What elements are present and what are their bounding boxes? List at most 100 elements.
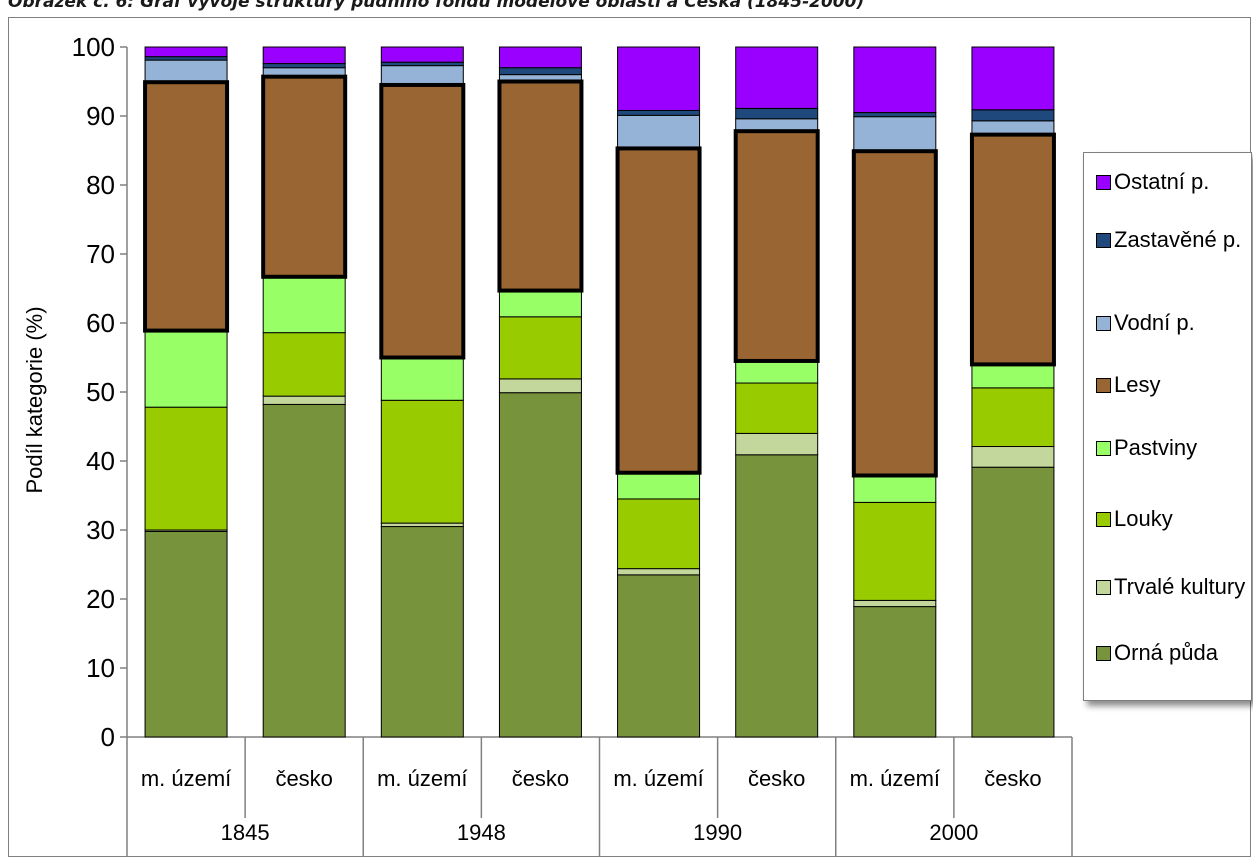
bar-segment-trvalé-kultury — [735, 432, 819, 456]
y-tick-label: 60 — [86, 308, 115, 338]
legend-label: Zastavěné p. — [1114, 227, 1242, 252]
bar-segment-ostatní-p- — [617, 46, 701, 111]
bar-segment-lesy — [144, 81, 228, 332]
legend-item: Orná půda — [1096, 640, 1253, 665]
legend-item: Lesy — [1096, 372, 1253, 397]
bar-segment-pastviny — [735, 360, 819, 384]
bar-segment-trvalé-kultury — [853, 599, 937, 608]
bar-segment-pastviny — [617, 472, 701, 500]
y-axis-label: Podíl kategorie (%) — [22, 306, 47, 493]
bar-segment-zastavěné-p- — [380, 61, 464, 67]
legend-swatch — [1096, 233, 1111, 248]
legend-swatch — [1096, 316, 1111, 331]
bar-segment-ostatní-p- — [498, 46, 582, 69]
bar-segment-lesy — [262, 76, 346, 278]
bar-segment-orná-půda — [498, 392, 582, 738]
x-category-label: česko — [748, 766, 805, 791]
x-group-label: 1845 — [221, 820, 270, 845]
legend-swatch — [1096, 512, 1111, 527]
legend-swatch — [1096, 175, 1111, 190]
bar-segment-ostatní-p- — [380, 46, 464, 63]
bar-segment-zastavěné-p- — [262, 63, 346, 69]
x-category-label: česko — [512, 766, 569, 791]
bar-segment-louky — [498, 316, 582, 380]
legend-swatch — [1096, 378, 1111, 393]
bar-segment-ostatní-p- — [971, 46, 1055, 111]
bar-segment-lesy — [971, 134, 1055, 365]
legend-item: Pastviny — [1096, 435, 1253, 460]
x-category-label: m. území — [613, 766, 703, 791]
legend-swatch — [1096, 580, 1111, 595]
figure-caption: Obrázek č. 6: Graf vývoje struktury půdn… — [8, 0, 865, 12]
legend-swatch — [1096, 646, 1111, 661]
bar-segment-vodní-p- — [971, 120, 1055, 136]
x-category-label: m. území — [377, 766, 467, 791]
lesy-outline — [497, 79, 584, 293]
lesy-outline — [733, 129, 820, 363]
y-tick-label: 90 — [86, 101, 115, 131]
bar-segment-trvalé-kultury — [380, 522, 464, 528]
y-tick-label: 70 — [86, 239, 115, 269]
bar-segment-louky — [735, 382, 819, 434]
bar-segment-louky — [853, 501, 937, 601]
bar-segment-vodní-p- — [144, 59, 228, 83]
bar-segment-lesy — [380, 84, 464, 358]
bar-segment-ostatní-p- — [144, 46, 228, 58]
bar-segment-pastviny — [144, 330, 228, 408]
lesy-outline — [969, 132, 1056, 367]
lesy-outline — [851, 149, 938, 478]
bars — [144, 46, 1055, 738]
bar-segment-orná-půda — [735, 454, 819, 738]
y-tick-label: 100 — [72, 32, 115, 62]
legend-label: Orná půda — [1114, 640, 1218, 665]
y-tick-label: 10 — [86, 653, 115, 683]
bar-segment-louky — [617, 498, 701, 570]
lesy-outline — [143, 80, 230, 333]
bar-segment-lesy — [735, 130, 819, 362]
y-tick-label: 80 — [86, 170, 115, 200]
legend-label: Lesy — [1114, 372, 1161, 397]
bar-segment-louky — [971, 387, 1055, 448]
y-tick-label: 30 — [86, 515, 115, 545]
x-category-label: m. území — [850, 766, 940, 791]
x-category-label: česko — [275, 766, 332, 791]
y-tick-label: 20 — [86, 584, 115, 614]
bar-segment-lesy — [498, 81, 582, 292]
bar-segment-trvalé-kultury — [971, 446, 1055, 468]
bar-segment-zastavěné-p- — [971, 109, 1055, 122]
bar-segment-orná-půda — [380, 526, 464, 738]
bar-segment-orná-půda — [262, 403, 346, 738]
bar-segment-louky — [262, 332, 346, 397]
bar-segment-pastviny — [853, 474, 937, 503]
bar-segment-zastavěné-p- — [617, 109, 701, 116]
bar-segment-pastviny — [380, 357, 464, 401]
legend-swatch — [1096, 441, 1111, 456]
bar-segment-lesy — [853, 150, 937, 476]
bar-segment-louky — [380, 399, 464, 524]
x-category-label: česko — [984, 766, 1041, 791]
legend-label: Pastviny — [1114, 435, 1198, 460]
bar-segment-vodní-p- — [617, 114, 701, 149]
x-group-label: 2000 — [929, 820, 978, 845]
bar-segment-orná-půda — [853, 606, 937, 738]
bar-segment-louky — [144, 406, 228, 531]
bar-segment-pastviny — [971, 363, 1055, 389]
lesy-outline — [615, 146, 702, 475]
bar-segment-ostatní-p- — [853, 46, 937, 114]
bar-segment-trvalé-kultury — [617, 568, 701, 576]
bar-segment-trvalé-kultury — [498, 378, 582, 394]
chart-legend: Ostatní p. Zastavěné p. Vodní p. Lesy Pastvi… — [1083, 152, 1252, 701]
legend-label: Trvalé kultury — [1114, 574, 1246, 599]
bar-segment-orná-půda — [144, 530, 228, 738]
legend-label: Vodní p. — [1114, 310, 1195, 335]
legend-label: Louky — [1114, 506, 1173, 531]
bar-segment-lesy — [617, 147, 701, 474]
lesy-outline — [261, 74, 348, 279]
bar-segment-trvalé-kultury — [262, 395, 346, 405]
y-tick-label: 50 — [86, 377, 115, 407]
bar-segment-ostatní-p- — [262, 46, 346, 65]
bar-segment-zastavěné-p- — [498, 67, 582, 76]
lesy-outline — [379, 82, 466, 360]
lesy-outlines — [143, 74, 1056, 478]
